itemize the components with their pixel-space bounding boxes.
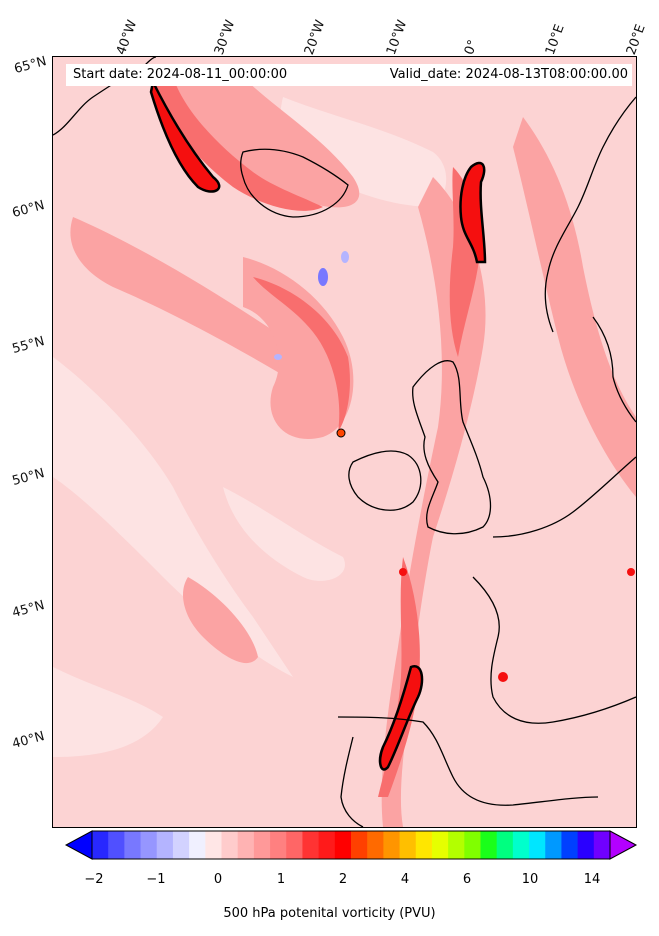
lat-label-45n: 45°N — [10, 598, 47, 621]
vorticity-map — [53, 57, 636, 827]
colorbar-segment — [270, 831, 287, 859]
core-iberia — [378, 665, 424, 771]
colorbar-segment — [108, 831, 125, 859]
coast-great-britain — [412, 360, 492, 535]
colorbar-tick: 10 — [521, 872, 539, 887]
map-panel — [52, 56, 637, 828]
start-date-text: Start date: 2024-08-11_00:00:00 — [73, 67, 288, 82]
low-pv-north — [280, 97, 447, 207]
colorbar-tick: 1 — [276, 872, 286, 887]
colorbar-segment — [529, 831, 546, 859]
colorbar-segment — [205, 831, 222, 859]
colorbar-segment — [221, 831, 239, 859]
lat-label-55n: 55°N — [10, 334, 47, 357]
colorbar-tick: 2 — [338, 872, 348, 887]
map-header-bar: Start date: 2024-08-11_00:00:00 Valid_da… — [66, 64, 632, 86]
colorbar-segment — [383, 831, 401, 859]
core-iceland — [149, 78, 221, 193]
mid-pv-scandinavia — [513, 117, 636, 497]
colorbar-extend-low — [64, 830, 93, 860]
colorbar-segment — [156, 831, 174, 859]
coast-ireland — [348, 450, 422, 511]
coast-europe-mainland — [472, 456, 636, 724]
colorbar-segment — [561, 831, 579, 859]
colorbar-segment — [318, 831, 336, 859]
mid-pv-swirl — [243, 257, 354, 439]
mid-pv-iceland — [143, 77, 360, 208]
low-pv-south-west — [53, 667, 163, 757]
colorbar-border — [91, 830, 611, 860]
lat-label-65n: 65°N — [12, 54, 49, 77]
colorbar-segment — [448, 831, 465, 859]
colorbar-segment — [302, 831, 320, 859]
colorbar-segment — [512, 831, 530, 859]
lon-label-30w: 30°W — [211, 18, 239, 57]
colorbar-segment — [464, 831, 481, 859]
high-pv-iberia-streamer — [378, 557, 420, 797]
lon-label-20w: 20°W — [301, 18, 329, 57]
colorbar-segment — [189, 831, 206, 859]
coast-iberia — [337, 716, 599, 827]
colorbar-tick: 0 — [213, 872, 223, 887]
lat-label-50n: 50°N — [10, 466, 47, 489]
lon-label-0: 0° — [461, 37, 482, 57]
colorbar-segment — [334, 831, 352, 859]
colorbar-tick: 6 — [462, 872, 472, 887]
lat-label-60n: 60°N — [10, 198, 47, 221]
colorbar — [64, 830, 638, 860]
low-pv-regions — [53, 97, 447, 757]
lon-label-40w: 40°W — [113, 18, 141, 57]
colorbar-segment — [367, 831, 384, 859]
mid-pv-biscay — [183, 577, 258, 664]
colorbar-segment — [431, 831, 449, 859]
colorbar-segment — [415, 831, 433, 859]
core-swirl-center — [336, 428, 346, 438]
colorbar-tick: 14 — [583, 872, 601, 887]
colorbar-segment — [545, 831, 562, 859]
valid-date-text: Valid_date: 2024-08-13T08:00:00.00 — [389, 67, 628, 82]
core-france-south — [498, 672, 508, 682]
core-north-sea — [459, 161, 487, 264]
colorbar-segment — [399, 831, 417, 859]
colorbar-segment — [140, 831, 158, 859]
colorbar-extend-high — [609, 830, 638, 860]
lon-label-10w: 10°W — [383, 18, 411, 57]
colorbar-tick: −1 — [146, 872, 166, 887]
colorbar-label: 500 hPa potenital vorticity (PVU) — [223, 906, 436, 921]
colorbar-tick: 4 — [400, 872, 410, 887]
colorbar-segment — [253, 831, 271, 859]
negative-pv-blobs — [274, 251, 349, 360]
colorbar-segment — [286, 831, 303, 859]
colorbar-segment — [172, 831, 190, 859]
colorbar-segment — [480, 831, 498, 859]
colorbar-segment — [124, 831, 142, 859]
core-biscay — [399, 568, 407, 576]
coast-iceland — [240, 148, 349, 218]
coast-norway — [544, 96, 636, 333]
low-pv-west-band — [53, 357, 293, 677]
colorbar-segment — [92, 831, 109, 859]
coast-baltic — [592, 316, 636, 423]
colorbar-tick: −2 — [84, 872, 104, 887]
mid-pv-jet-west — [70, 217, 314, 387]
core-italy — [627, 568, 635, 576]
lat-label-40n: 40°N — [10, 729, 47, 752]
colorbar-segment — [351, 831, 368, 859]
high-pv-swirl-arm — [253, 277, 350, 432]
pv-cores — [149, 78, 635, 771]
lon-label-20e: 20°E — [623, 22, 649, 57]
lon-label-10e: 10°E — [542, 22, 568, 57]
colorbar-segment — [593, 831, 611, 859]
high-pv-iceland-streamer — [148, 77, 323, 211]
coastlines — [53, 57, 636, 827]
colorbar-segment — [577, 831, 595, 859]
colorbar-segment — [496, 831, 514, 859]
low-pv-central — [223, 487, 345, 581]
colorbar-segment — [237, 831, 255, 859]
